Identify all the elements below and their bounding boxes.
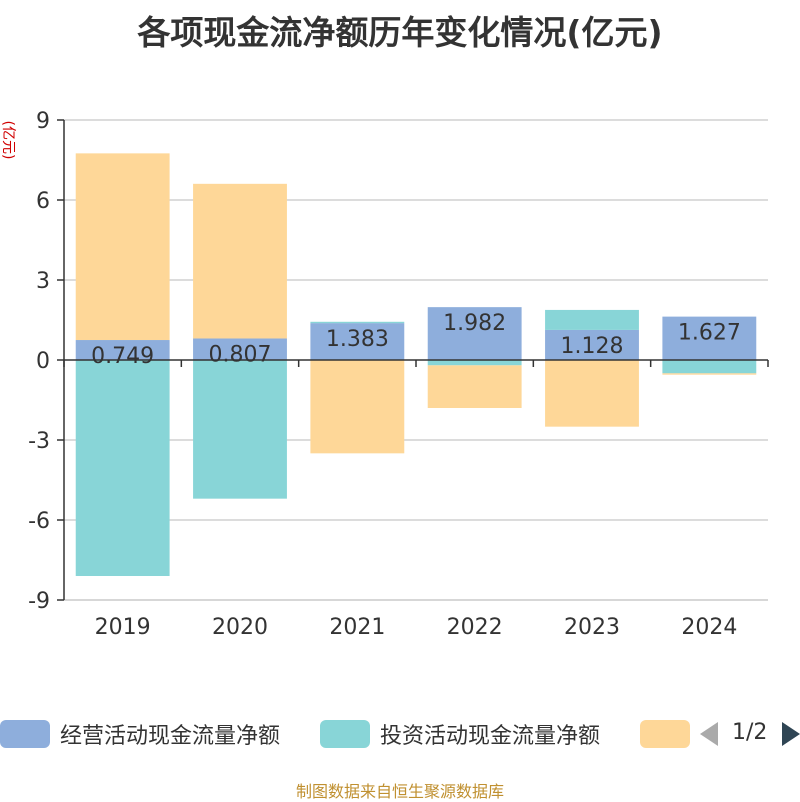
y-tick-label: 6 bbox=[36, 189, 50, 214]
legend-swatch-financing bbox=[640, 720, 690, 748]
y-tick-label: 9 bbox=[36, 109, 50, 134]
bar-financing-2020 bbox=[193, 183, 287, 339]
y-axis-unit-label: (亿元) bbox=[0, 121, 16, 160]
legend-next-page-icon[interactable] bbox=[782, 722, 800, 746]
x-tick-label: 2024 bbox=[681, 615, 737, 640]
bar-financing-2022 bbox=[427, 365, 522, 408]
bar-investing-2022 bbox=[427, 360, 522, 366]
bar-financing-2021 bbox=[310, 360, 405, 454]
data-label: 1.982 bbox=[443, 311, 506, 336]
legend-page-indicator: 1/2 bbox=[732, 720, 768, 745]
y-tick-label: -6 bbox=[28, 509, 50, 534]
bar-financing-2024 bbox=[662, 373, 757, 375]
y-tick-label: 0 bbox=[36, 349, 50, 374]
data-label: 1.383 bbox=[326, 327, 389, 352]
y-tick-label: -9 bbox=[28, 589, 50, 614]
bar-investing-2020 bbox=[193, 360, 287, 499]
bar-investing-2019 bbox=[75, 360, 170, 576]
x-tick-label: 2021 bbox=[329, 615, 385, 640]
bar-operating-2019 bbox=[75, 340, 170, 360]
data-labels: 0.749 0.807 1.383 1.982 1.128 1.627 bbox=[91, 311, 741, 369]
axes: 9 6 3 0 -3 -6 -9 2019 2020 2021 2022 2023 2024 (亿元) bbox=[0, 109, 769, 640]
chart: 9 6 3 0 -3 -6 -9 2019 2020 2021 2022 2023 2024 (亿元) 0… bbox=[0, 109, 769, 640]
bar-operating-2024 bbox=[662, 316, 757, 360]
chart-title: 各项现金流净额历年变化情况(亿元) bbox=[137, 13, 663, 52]
legend-swatch-investing bbox=[320, 720, 370, 748]
y-tick-label: 3 bbox=[36, 269, 50, 294]
data-label: 1.128 bbox=[561, 334, 624, 359]
bar-financing-2019 bbox=[75, 153, 170, 341]
data-source-note: 制图数据来自恒生聚源数据库 bbox=[295, 782, 504, 801]
legend-label-operating: 经营活动现金流量净额 bbox=[60, 724, 281, 749]
x-tick-label: 2019 bbox=[95, 615, 151, 640]
data-label: 0.749 bbox=[91, 344, 154, 369]
bar-investing-2024 bbox=[662, 360, 757, 374]
x-tick-label: 2022 bbox=[447, 615, 503, 640]
data-label: 1.627 bbox=[678, 321, 741, 346]
legend-prev-page-icon[interactable] bbox=[700, 722, 718, 746]
legend-item-investing[interactable]: 投资活动现金流量净额 bbox=[320, 716, 600, 752]
legend: 经营活动现金流量净额 投资活动现金流量净额 1/2 bbox=[0, 716, 800, 752]
y-tick-label: -3 bbox=[28, 429, 50, 454]
data-label: 0.807 bbox=[209, 342, 272, 367]
x-tick-label: 2020 bbox=[212, 615, 268, 640]
bar-operating-2021 bbox=[310, 323, 405, 360]
legend-item-financing[interactable] bbox=[640, 716, 700, 752]
bars bbox=[75, 153, 757, 576]
bar-investing-2023 bbox=[545, 309, 639, 330]
grid-lines bbox=[64, 119, 768, 601]
bar-operating-2020 bbox=[193, 338, 287, 360]
bar-investing-2021 bbox=[310, 321, 405, 324]
legend-label-investing: 投资活动现金流量净额 bbox=[380, 724, 601, 749]
bar-operating-2022 bbox=[427, 307, 522, 360]
x-tick-label: 2023 bbox=[564, 615, 620, 640]
bar-operating-2023 bbox=[545, 329, 639, 360]
bar-financing-2023 bbox=[545, 360, 639, 427]
legend-swatch-operating bbox=[0, 720, 50, 748]
legend-item-operating[interactable]: 经营活动现金流量净额 bbox=[0, 716, 280, 752]
